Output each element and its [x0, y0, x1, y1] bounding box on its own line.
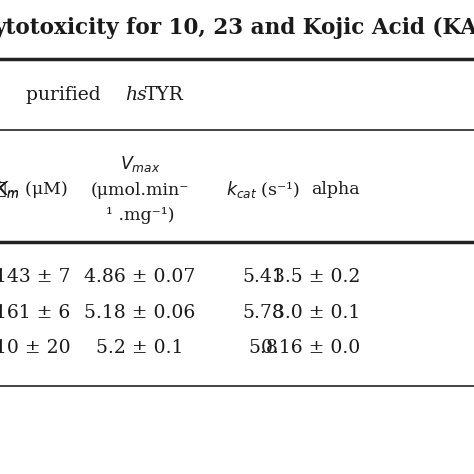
Text: 3.0 ± 0.1: 3.0 ± 0.1 [273, 304, 360, 322]
Text: (μmol.min⁻: (μmol.min⁻ [91, 182, 189, 199]
Text: 3.5 ± 0.2: 3.5 ± 0.2 [273, 268, 360, 286]
Text: ℬ: ℬ [0, 181, 6, 198]
Text: $k_{cat}$ (s⁻¹): $k_{cat}$ (s⁻¹) [226, 179, 300, 200]
Text: $Κ_{m}$: $Κ_{m}$ [0, 180, 20, 200]
Text: 5.8: 5.8 [248, 339, 278, 357]
Text: ytotoxicity for 10, 23 and Kojic Acid (KA).: ytotoxicity for 10, 23 and Kojic Acid (K… [0, 17, 474, 39]
Text: 161 ± 6: 161 ± 6 [0, 304, 71, 322]
Text: alpha: alpha [311, 181, 360, 198]
Text: hs: hs [125, 86, 146, 104]
Text: 143 ± 7: 143 ± 7 [0, 268, 71, 286]
Text: 5.18 ± 0.06: 5.18 ± 0.06 [84, 304, 195, 322]
Text: 10 ± 20: 10 ± 20 [0, 339, 71, 357]
Text: $V_{max}$: $V_{max}$ [119, 154, 160, 173]
Text: 5.41: 5.41 [242, 268, 284, 286]
Text: ¹ .mg⁻¹): ¹ .mg⁻¹) [106, 207, 174, 224]
Text: 0.16 ± 0.0: 0.16 ± 0.0 [261, 339, 360, 357]
Text: purified: purified [26, 86, 107, 104]
Text: 5.2 ± 0.1: 5.2 ± 0.1 [96, 339, 183, 357]
Text: 5.78: 5.78 [242, 304, 284, 322]
Text: 4.86 ± 0.07: 4.86 ± 0.07 [84, 268, 195, 286]
Text: TYR: TYR [145, 86, 183, 104]
Text: $K_{m}$ (μM): $K_{m}$ (μM) [0, 179, 68, 200]
